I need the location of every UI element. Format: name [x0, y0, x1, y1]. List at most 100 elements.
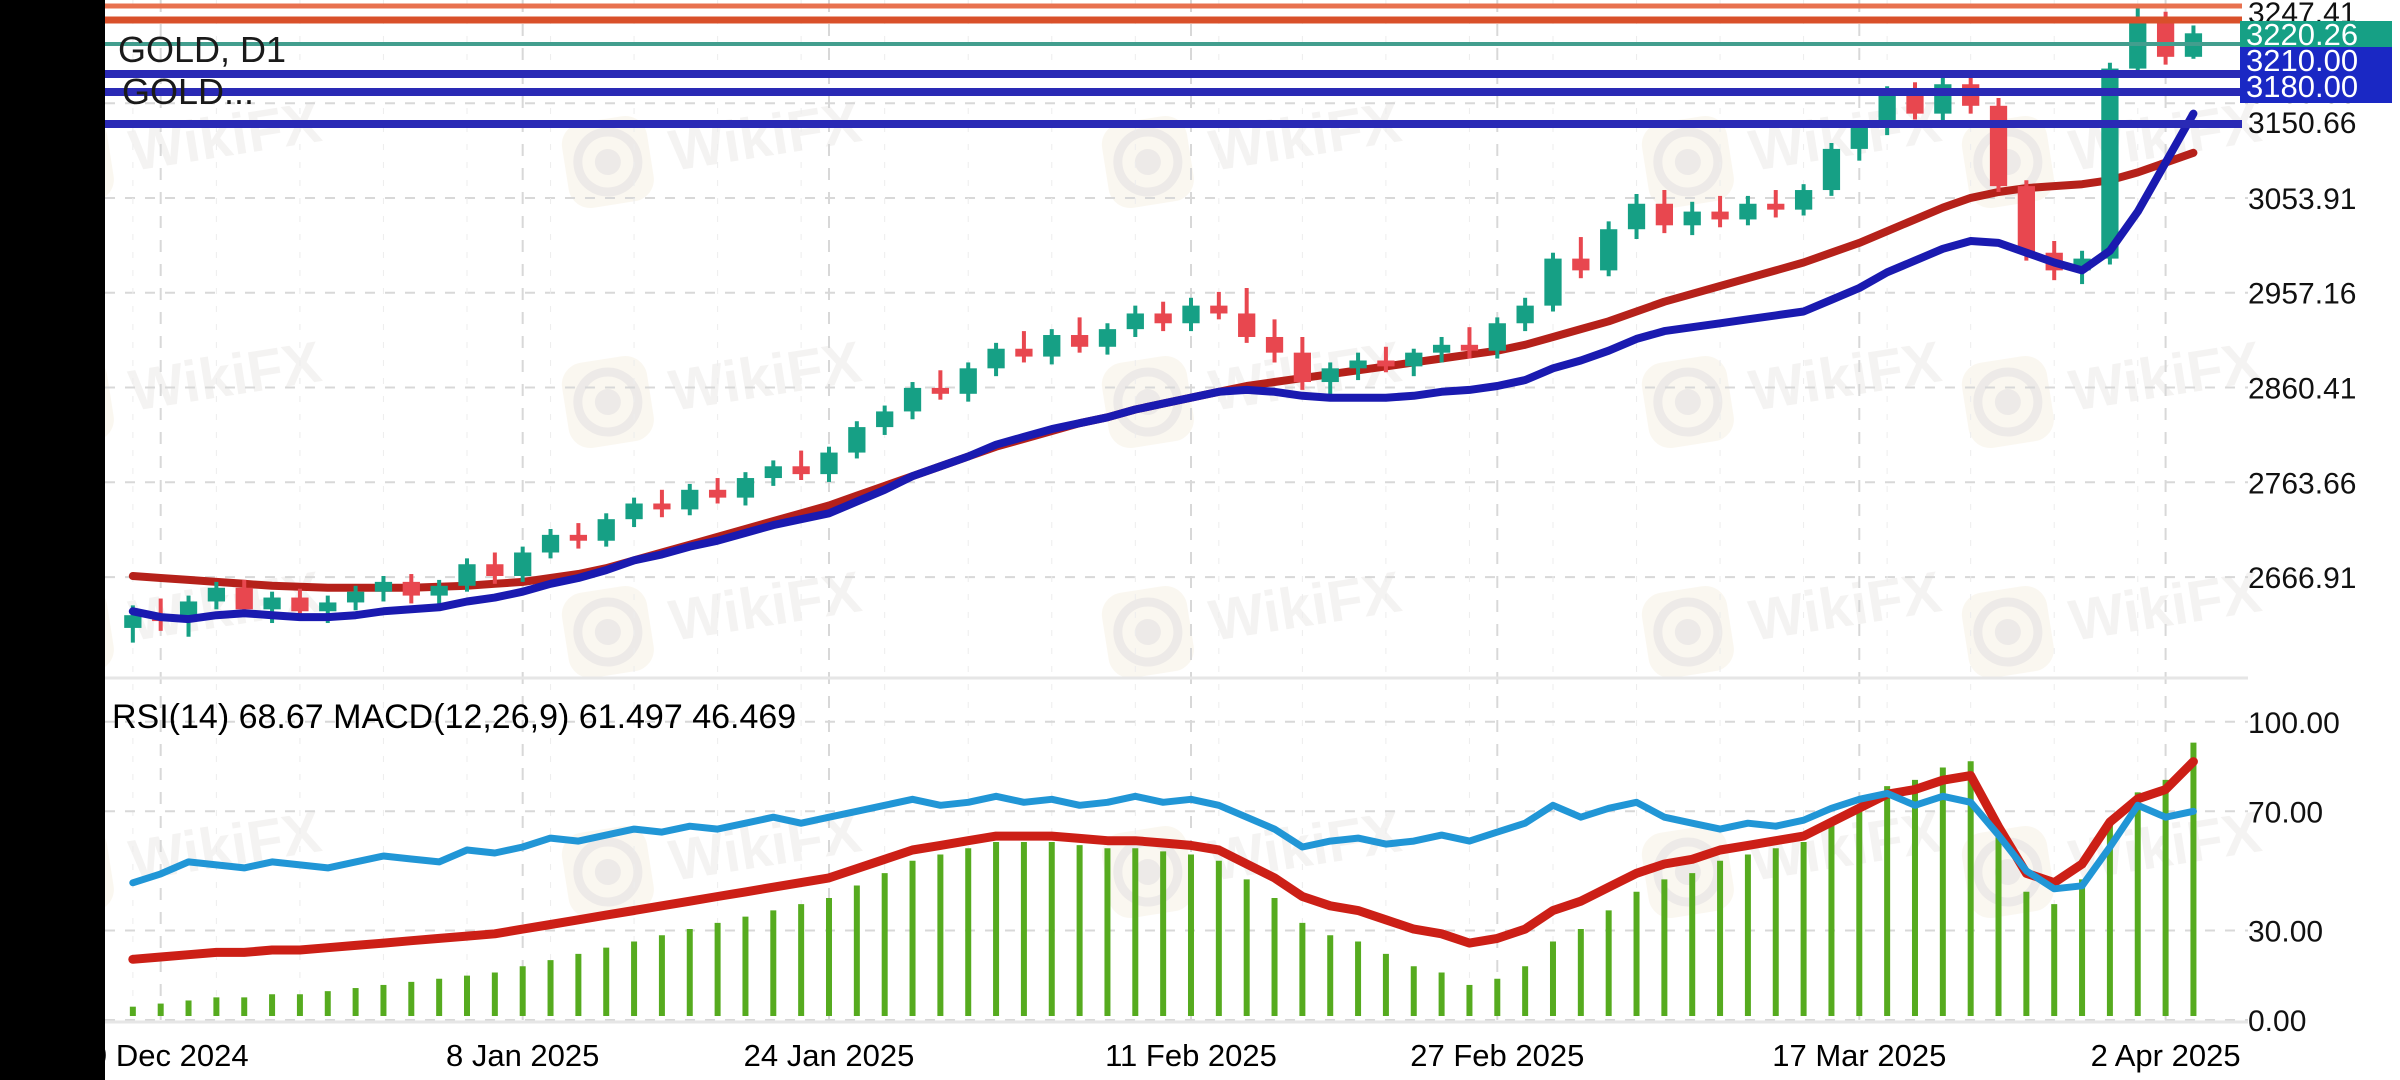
candle[interactable]: [1126, 305, 1144, 337]
candle[interactable]: [931, 370, 950, 400]
candle-body: [1516, 305, 1534, 324]
candle[interactable]: [1600, 221, 1618, 277]
candle[interactable]: [848, 421, 866, 459]
chart-title: GOLD, D1: [118, 29, 286, 70]
candle[interactable]: [1488, 317, 1506, 359]
candle[interactable]: [597, 513, 615, 547]
candle[interactable]: [959, 362, 977, 402]
candle[interactable]: [1321, 362, 1339, 396]
candle[interactable]: [1098, 323, 1117, 355]
bid-tag[interactable]: 3210.00: [2240, 43, 2392, 78]
watermark-logo-dot: [1674, 388, 1701, 415]
candle-body: [903, 387, 922, 412]
watermark-logo-icon: [573, 837, 643, 907]
candle[interactable]: [1405, 348, 1423, 377]
candle[interactable]: [1572, 237, 1590, 279]
candle[interactable]: [625, 497, 643, 528]
candle[interactable]: [2101, 62, 2119, 265]
candle[interactable]: [1210, 291, 1228, 320]
candle-body: [764, 466, 782, 479]
candle[interactable]: [1544, 252, 1562, 312]
candle[interactable]: [1432, 336, 1451, 363]
candle[interactable]: [1154, 301, 1172, 332]
candle-body: [346, 591, 365, 603]
candle-body: [1683, 211, 1701, 226]
candle[interactable]: [1767, 190, 1785, 218]
candle[interactable]: [1070, 317, 1089, 353]
level-tag-bg[interactable]: [2240, 73, 2392, 103]
ask-tag[interactable]: 3220.26: [2240, 17, 2392, 52]
candle-body: [1154, 313, 1172, 324]
candle[interactable]: [653, 489, 671, 518]
candle[interactable]: [569, 523, 588, 549]
candle-body: [1655, 203, 1674, 226]
candle[interactable]: [541, 528, 560, 559]
candle[interactable]: [430, 579, 448, 606]
price-axis-tick: 3150.66: [2248, 107, 2356, 140]
candle-body: [848, 427, 866, 453]
candle-body: [1600, 229, 1618, 271]
candle[interactable]: [1460, 327, 1479, 359]
candle[interactable]: [1293, 336, 1312, 390]
candle-body: [514, 552, 532, 576]
candle-body: [1349, 360, 1367, 369]
rsi-line: [129, 789, 2197, 893]
candle[interactable]: [1015, 331, 1033, 363]
watermark-logo-dot: [594, 388, 621, 415]
candle[interactable]: [1265, 319, 1284, 363]
ask-tag-bg[interactable]: [2240, 21, 2392, 51]
candle[interactable]: [1627, 193, 1646, 240]
candle-body: [1238, 313, 1256, 337]
candle[interactable]: [1238, 288, 1256, 343]
candle-body: [1739, 203, 1757, 220]
candle[interactable]: [1989, 97, 2008, 192]
candle[interactable]: [514, 546, 532, 582]
candle[interactable]: [1377, 346, 1395, 373]
candle[interactable]: [2017, 180, 2036, 261]
candle[interactable]: [1043, 329, 1061, 365]
candle-body: [1767, 203, 1785, 210]
candle[interactable]: [764, 460, 782, 486]
candle-body: [1210, 305, 1228, 314]
candle[interactable]: [1516, 297, 1534, 332]
candlestick-series[interactable]: [124, 7, 2203, 643]
candle[interactable]: [207, 581, 226, 610]
candle[interactable]: [458, 558, 476, 592]
candle[interactable]: [1683, 201, 1701, 236]
candle[interactable]: [736, 472, 755, 506]
candle-body: [1906, 96, 1924, 114]
candle[interactable]: [987, 342, 1005, 377]
candle[interactable]: [346, 585, 365, 611]
level-tag[interactable]: 3180.00: [2240, 69, 2392, 104]
bid-tag-bg[interactable]: [2240, 47, 2392, 77]
candle[interactable]: [291, 588, 309, 618]
candle[interactable]: [876, 405, 894, 435]
candle-body: [820, 452, 838, 475]
candle[interactable]: [1349, 352, 1367, 381]
price-axis-tick: 2860.41: [2248, 373, 2356, 406]
candle[interactable]: [708, 478, 727, 504]
candle[interactable]: [402, 574, 420, 604]
candle[interactable]: [1655, 190, 1674, 234]
candle[interactable]: [792, 450, 810, 480]
candle[interactable]: [486, 552, 504, 584]
candle-body: [1544, 258, 1562, 306]
candle[interactable]: [1711, 195, 1729, 228]
candle[interactable]: [374, 576, 393, 602]
candle[interactable]: [1822, 143, 1841, 196]
date-axis-tick: 24 Jan 2025: [744, 1038, 915, 1073]
watermark: WikiFX: [1101, 559, 1406, 679]
horizontal-level-lines[interactable]: [105, 3, 2242, 128]
price-axis-tick: 2957.16: [2248, 278, 2356, 311]
candle-body: [319, 602, 337, 612]
candle[interactable]: [903, 382, 922, 420]
candle-body: [1126, 313, 1144, 330]
candle[interactable]: [1182, 297, 1200, 332]
candle[interactable]: [820, 446, 838, 482]
candle[interactable]: [1739, 195, 1757, 226]
candle[interactable]: [681, 483, 699, 516]
candle[interactable]: [1794, 184, 1813, 216]
